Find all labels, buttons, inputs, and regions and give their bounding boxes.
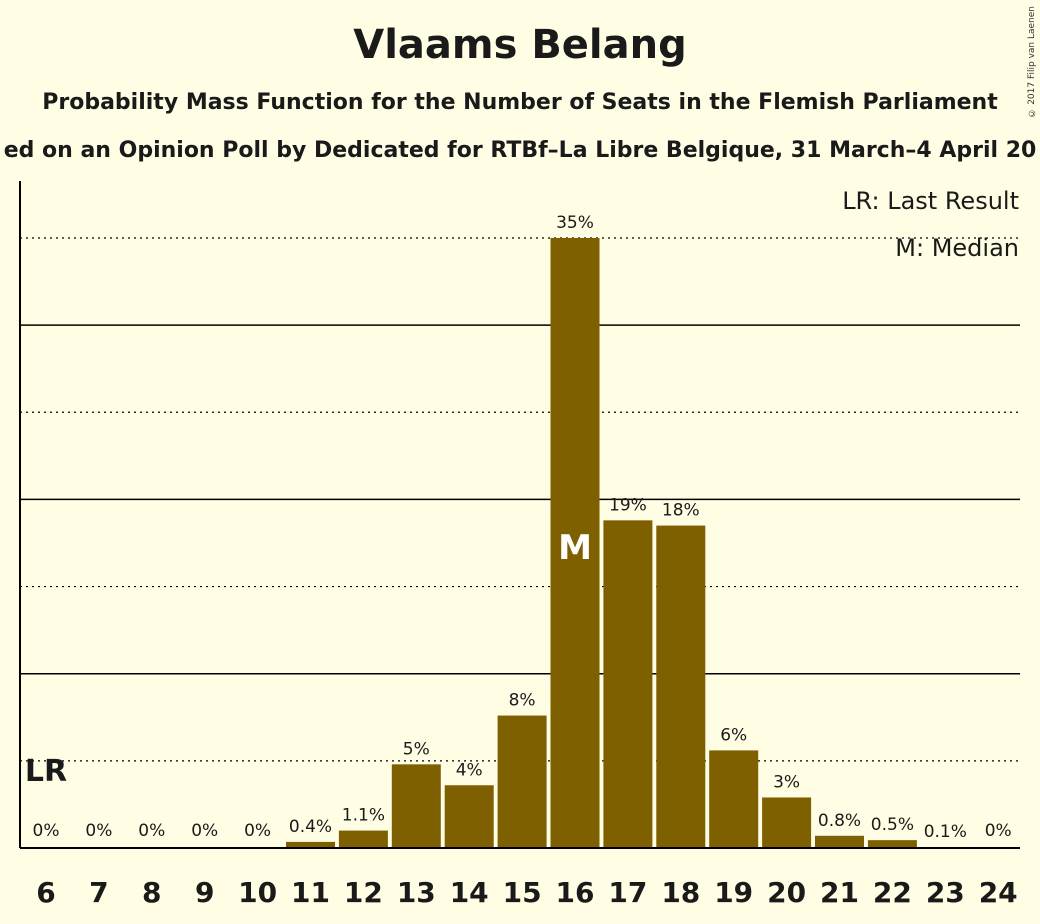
x-tick-12: 12 <box>344 876 383 909</box>
value-label-17: 19% <box>609 495 647 515</box>
bar-16 <box>550 238 600 848</box>
gridlines <box>20 237 1020 762</box>
value-label-19: 6% <box>720 725 747 745</box>
bar-19 <box>709 750 759 848</box>
bar-14 <box>444 785 494 848</box>
x-tick-19: 19 <box>714 876 753 909</box>
x-tick-16: 16 <box>556 876 595 909</box>
value-label-23: 0.1% <box>924 822 967 842</box>
value-label-22: 0.5% <box>871 815 914 835</box>
x-tick-21: 21 <box>820 876 859 909</box>
value-label-18: 18% <box>662 501 700 521</box>
x-tick-17: 17 <box>608 876 647 909</box>
value-label-10: 0% <box>244 821 271 841</box>
bar-11 <box>286 841 335 848</box>
value-label-7: 0% <box>85 821 112 841</box>
median-marker: M <box>558 528 592 568</box>
legend-median: M: Median <box>895 234 1019 262</box>
value-label-21: 0.8% <box>818 811 861 831</box>
x-tick-23: 23 <box>926 876 965 909</box>
chart-title: Vlaams Belang <box>353 22 687 68</box>
bar-22 <box>867 840 917 848</box>
value-label-8: 0% <box>138 821 165 841</box>
bar-13 <box>391 764 441 848</box>
value-label-15: 8% <box>509 691 536 711</box>
value-label-16: 35% <box>556 213 594 233</box>
x-tick-10: 10 <box>238 876 277 909</box>
value-label-14: 4% <box>456 760 483 780</box>
x-tick-22: 22 <box>873 876 912 909</box>
bar-12 <box>338 830 388 848</box>
value-label-12: 1.1% <box>342 806 385 826</box>
last-result-marker: LR <box>25 754 67 789</box>
value-label-9: 0% <box>191 821 218 841</box>
x-tick-labels: 6 7 8 9 10 11 12 13 14 15 16 17 18 19 20 21 22 23 24 <box>36 876 1017 909</box>
x-tick-8: 8 <box>142 876 161 909</box>
x-tick-11: 11 <box>291 876 330 909</box>
x-tick-20: 20 <box>767 876 806 909</box>
x-tick-6: 6 <box>36 876 55 909</box>
x-tick-13: 13 <box>397 876 436 909</box>
x-tick-15: 15 <box>503 876 542 909</box>
legend-last-result: LR: Last Result <box>842 187 1019 215</box>
value-label-24: 0% <box>985 821 1012 841</box>
value-label-11: 0.4% <box>289 817 332 837</box>
chart-subtitle-source: ed on an Opinion Poll by Dedicated for R… <box>3 138 1037 163</box>
x-tick-14: 14 <box>450 876 489 909</box>
bar-15 <box>497 715 547 848</box>
bars <box>286 238 970 848</box>
bar-18 <box>656 525 706 848</box>
bar-21 <box>815 835 864 848</box>
bar-17 <box>603 520 653 848</box>
value-labels: 0% 0% 0% 0% 0% 0.4% 1.1% 5% 4% 8% 35% 19% 18% 6% 3% 0.8… <box>33 213 1012 842</box>
x-tick-24: 24 <box>979 876 1018 909</box>
x-tick-18: 18 <box>661 876 700 909</box>
x-tick-9: 9 <box>195 876 214 909</box>
bar-20 <box>762 797 812 848</box>
x-tick-7: 7 <box>89 876 108 909</box>
value-label-6: 0% <box>33 821 60 841</box>
value-label-20: 3% <box>773 772 800 792</box>
chart-subtitle: Probability Mass Function for the Number… <box>42 90 998 115</box>
value-label-13: 5% <box>403 739 430 759</box>
